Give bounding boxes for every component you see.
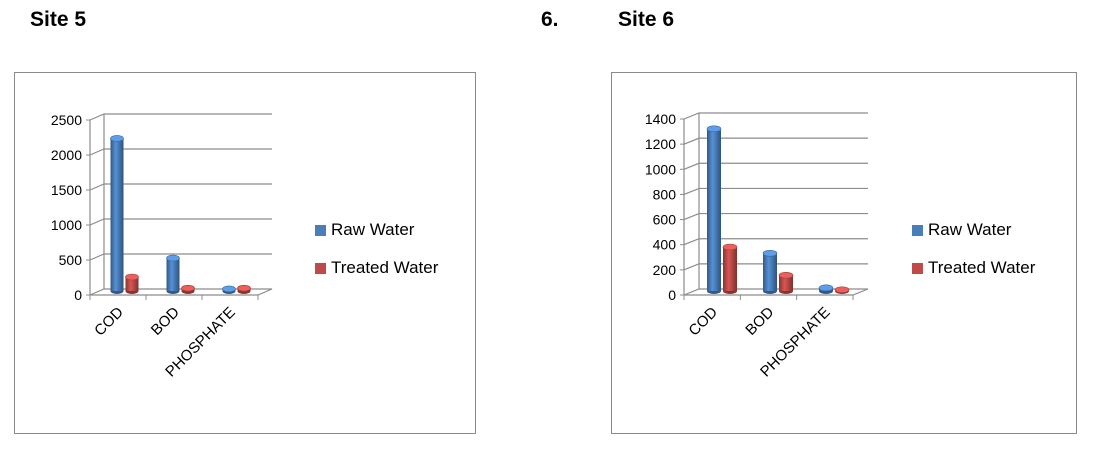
- bar-top: [778, 271, 794, 279]
- legend-swatch: [315, 263, 326, 274]
- gridline: [89, 148, 272, 156]
- legend-swatch: [912, 225, 923, 236]
- gridline: [683, 187, 868, 195]
- gridline: [683, 137, 868, 145]
- bar-top: [762, 249, 778, 257]
- x-tick-label: COD: [685, 304, 721, 340]
- bar-top: [181, 284, 195, 292]
- site6-heading: Site 6: [618, 8, 675, 31]
- bar-treated-water-phosphate: [237, 284, 251, 294]
- legend-swatch: [912, 263, 923, 274]
- bar-top: [222, 285, 236, 293]
- bar-raw-water-cod: [110, 135, 124, 294]
- bar-body: [763, 253, 777, 291]
- bar-top: [125, 273, 139, 281]
- legend-label: Raw Water: [331, 220, 415, 239]
- section-number: 6.: [541, 8, 559, 31]
- gridline: [683, 212, 868, 221]
- gridline: [683, 263, 868, 271]
- chart-site6-frame: 0 200 400 600 800 1000 1200 1400 COD BOD PHOSPHATE…: [611, 72, 1077, 434]
- bar-treated-water-bod: [778, 271, 794, 294]
- x-tick-label: BOD: [148, 304, 183, 339]
- gridline: [683, 112, 868, 120]
- bar-top: [706, 125, 722, 133]
- y-tick-label: 2500: [51, 112, 82, 128]
- gridline: [89, 113, 272, 121]
- bar-top: [818, 284, 834, 292]
- y-tick-label: 200: [653, 262, 677, 278]
- site5-heading: Site 5: [30, 8, 87, 31]
- bar-raw-water-bod: [166, 254, 180, 294]
- chart-site5-frame: 0 500 1000 1500 2000 2500 COD BOD PHOSPHATE Raw W…: [14, 72, 476, 434]
- gridline: [89, 253, 272, 261]
- bar-top: [237, 284, 251, 292]
- bar-top: [722, 243, 738, 251]
- legend-label: Treated Water: [331, 258, 439, 277]
- y-tick-label: 1400: [645, 111, 676, 127]
- y-tick-label: 400: [653, 237, 677, 253]
- bar-treated-water-phosphate: [834, 286, 850, 294]
- bar-treated-water-cod: [125, 273, 139, 294]
- y-tick-label: 0: [668, 287, 676, 303]
- gridline: [683, 238, 868, 246]
- bar-raw-water-cod: [706, 125, 722, 294]
- y-tick-label: 1500: [51, 182, 82, 198]
- legend-label: Treated Water: [928, 258, 1036, 277]
- bar-treated-water-bod: [181, 284, 195, 294]
- bar-top: [834, 286, 850, 294]
- gridline: [683, 162, 868, 170]
- bar-raw-water-phosphate: [222, 285, 236, 294]
- y-tick-label: 1000: [645, 161, 676, 177]
- bar-raw-water-bod: [762, 249, 778, 294]
- legend-label: Raw Water: [928, 220, 1012, 239]
- y-tick-label: 500: [59, 252, 83, 268]
- bar-top: [166, 254, 180, 262]
- x-tick-label: COD: [91, 304, 127, 340]
- bar-body: [707, 128, 721, 291]
- y-tick-label: 600: [653, 212, 677, 228]
- y-tick-label: 800: [653, 186, 677, 202]
- gridline: [89, 218, 272, 226]
- bar-treated-water-cod: [722, 243, 738, 294]
- bar-body: [110, 138, 124, 291]
- y-tick-label: 1200: [645, 136, 676, 152]
- x-tick-label: BOD: [742, 304, 777, 339]
- bar-body: [723, 247, 737, 291]
- bar-top: [110, 135, 124, 142]
- y-tick-label: 2000: [51, 147, 82, 163]
- bar-body: [125, 277, 139, 291]
- y-tick-label: 0: [74, 287, 82, 303]
- y-tick-label: 1000: [51, 217, 82, 233]
- legend-swatch: [315, 225, 326, 236]
- bar-body: [779, 275, 793, 291]
- gridline: [89, 183, 272, 191]
- bar-raw-water-phosphate: [818, 284, 834, 294]
- bar-body: [166, 258, 180, 291]
